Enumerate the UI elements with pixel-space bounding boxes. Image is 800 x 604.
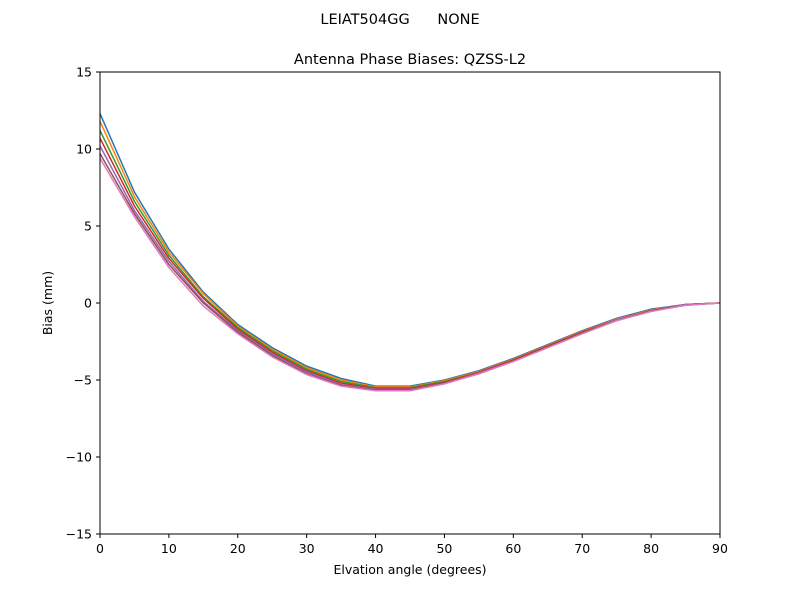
y-tick-label: −5 xyxy=(74,373,92,388)
series-line-6 xyxy=(99,153,721,391)
x-axis: 0 10 20 30 40 50 60 70 80 90 xyxy=(96,534,728,556)
x-tick-label: 50 xyxy=(436,541,452,556)
series-line-3 xyxy=(99,130,721,389)
x-tick-label: 10 xyxy=(161,541,177,556)
series-layer xyxy=(99,113,721,392)
y-tick-label: 10 xyxy=(76,142,92,157)
series-line-7 xyxy=(99,157,721,392)
x-tick-label: 0 xyxy=(96,541,104,556)
x-tick-label: 20 xyxy=(230,541,246,556)
x-tick-label: 30 xyxy=(299,541,315,556)
y-tick-label: −15 xyxy=(66,527,92,542)
x-tick-label: 90 xyxy=(712,541,728,556)
series-line-4 xyxy=(99,137,721,390)
plot-area-frame xyxy=(99,71,721,535)
x-tick-label: 80 xyxy=(643,541,659,556)
x-tick-label: 70 xyxy=(574,541,590,556)
y-axis-label: Bias (mm) xyxy=(40,271,55,335)
series-line-1 xyxy=(99,113,721,387)
y-axis: −15 −10 −5 0 5 10 15 xyxy=(66,65,100,542)
x-axis-label: Elvation angle (degrees) xyxy=(333,562,486,577)
x-tick-label: 60 xyxy=(505,541,521,556)
y-tick-label: 0 xyxy=(84,296,92,311)
series-line-5 xyxy=(99,145,721,390)
chart-title: Antenna Phase Biases: QZSS-L2 xyxy=(294,52,526,68)
y-tick-label: 5 xyxy=(84,219,92,234)
figure-suptitle: LEIAT504GG NONE xyxy=(320,12,479,28)
y-tick-label: 15 xyxy=(76,65,92,80)
x-tick-label: 40 xyxy=(368,541,384,556)
y-tick-label: −10 xyxy=(66,450,92,465)
series-line-2 xyxy=(99,120,721,388)
